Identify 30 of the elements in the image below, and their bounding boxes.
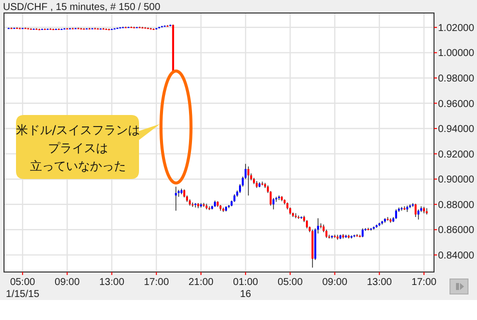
candlestick xyxy=(247,166,250,196)
candlestick xyxy=(395,209,398,220)
chart-title: USD/CHF , 15 minutes, # 150 / 500 xyxy=(3,2,161,13)
x-tick-label: 21:00 xyxy=(188,277,214,288)
annotation: 立っていなかった xyxy=(30,159,126,173)
annotation: プライスは xyxy=(48,141,108,155)
y-tick-label: 0.98000 xyxy=(438,73,475,84)
x-tick-label: 09:00 xyxy=(54,277,80,288)
y-tick-label: 0.94000 xyxy=(438,124,475,136)
x-tick-label: 05:00 1/15/15 xyxy=(6,277,40,300)
y-tick-label: 0.96000 xyxy=(438,98,475,110)
y-tick-label: 0.84000 xyxy=(438,250,475,262)
candlestick xyxy=(272,198,274,210)
annotation: 米ドル/スイスフランは xyxy=(16,123,140,137)
x-tick-label: 13:00 xyxy=(366,277,392,288)
candlestick xyxy=(414,203,417,218)
x-tick-label: 05:00 xyxy=(278,277,304,288)
x-tick-label: 17:00 xyxy=(144,277,170,288)
x-tick-label: 01:00 16 xyxy=(233,277,259,300)
candlestick xyxy=(417,209,420,220)
candlestick xyxy=(174,186,177,212)
x-tick-label: 09:00 xyxy=(322,277,348,288)
y-tick-label: 1.00000 xyxy=(438,48,475,60)
y-tick-label: 0.86000 xyxy=(438,225,475,236)
y-tick-label: 0.90000 xyxy=(438,174,475,186)
y-tick-label: 0.88000 xyxy=(438,200,475,211)
x-tick-label: 13:00 xyxy=(99,277,125,288)
x-tick-label: 17:00 xyxy=(411,277,437,288)
y-tick-label: 1.02000 xyxy=(438,22,475,34)
y-tick-label: 0.92000 xyxy=(438,149,475,160)
